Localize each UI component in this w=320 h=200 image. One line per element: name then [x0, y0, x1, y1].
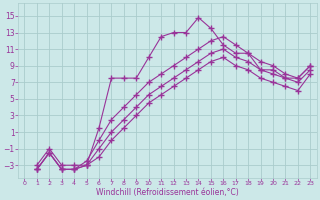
X-axis label: Windchill (Refroidissement éolien,°C): Windchill (Refroidissement éolien,°C): [96, 188, 239, 197]
